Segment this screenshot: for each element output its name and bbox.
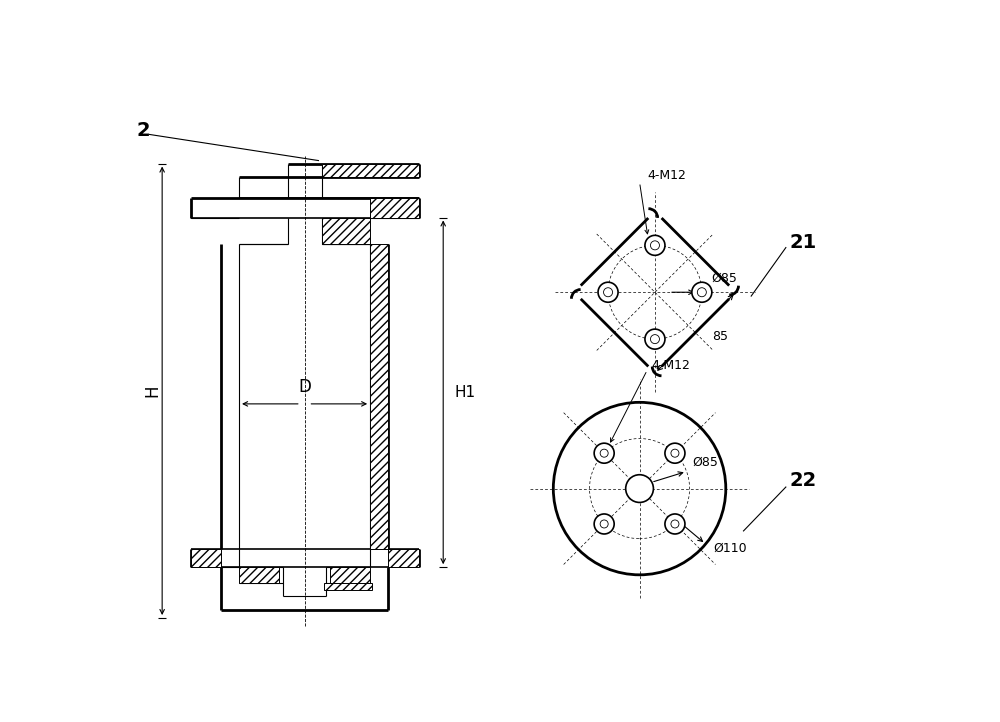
- Bar: [322, 164, 419, 177]
- Bar: [191, 549, 221, 567]
- Circle shape: [594, 443, 614, 464]
- Circle shape: [692, 282, 712, 303]
- Circle shape: [626, 475, 653, 503]
- Text: 85: 85: [712, 330, 728, 343]
- Text: Ø110: Ø110: [713, 542, 747, 554]
- Circle shape: [665, 514, 685, 534]
- Circle shape: [598, 282, 618, 303]
- Text: 4-M12: 4-M12: [651, 359, 690, 372]
- Bar: [239, 567, 279, 583]
- Text: 2: 2: [137, 121, 150, 140]
- Text: H1: H1: [455, 385, 476, 400]
- Text: D: D: [298, 378, 311, 396]
- Bar: [324, 583, 372, 590]
- Circle shape: [594, 514, 614, 534]
- Bar: [388, 549, 419, 567]
- Text: 21: 21: [790, 232, 817, 252]
- Text: 22: 22: [790, 471, 817, 490]
- Bar: [370, 244, 388, 549]
- Text: Ø85: Ø85: [711, 272, 737, 285]
- Circle shape: [645, 235, 665, 256]
- Bar: [322, 217, 370, 244]
- Text: Ø85: Ø85: [693, 456, 719, 469]
- Bar: [330, 567, 370, 583]
- Circle shape: [553, 402, 726, 575]
- Text: 4-M12: 4-M12: [647, 170, 686, 183]
- Text: H: H: [143, 385, 161, 397]
- Circle shape: [665, 443, 685, 464]
- Circle shape: [645, 329, 665, 349]
- Bar: [370, 198, 419, 217]
